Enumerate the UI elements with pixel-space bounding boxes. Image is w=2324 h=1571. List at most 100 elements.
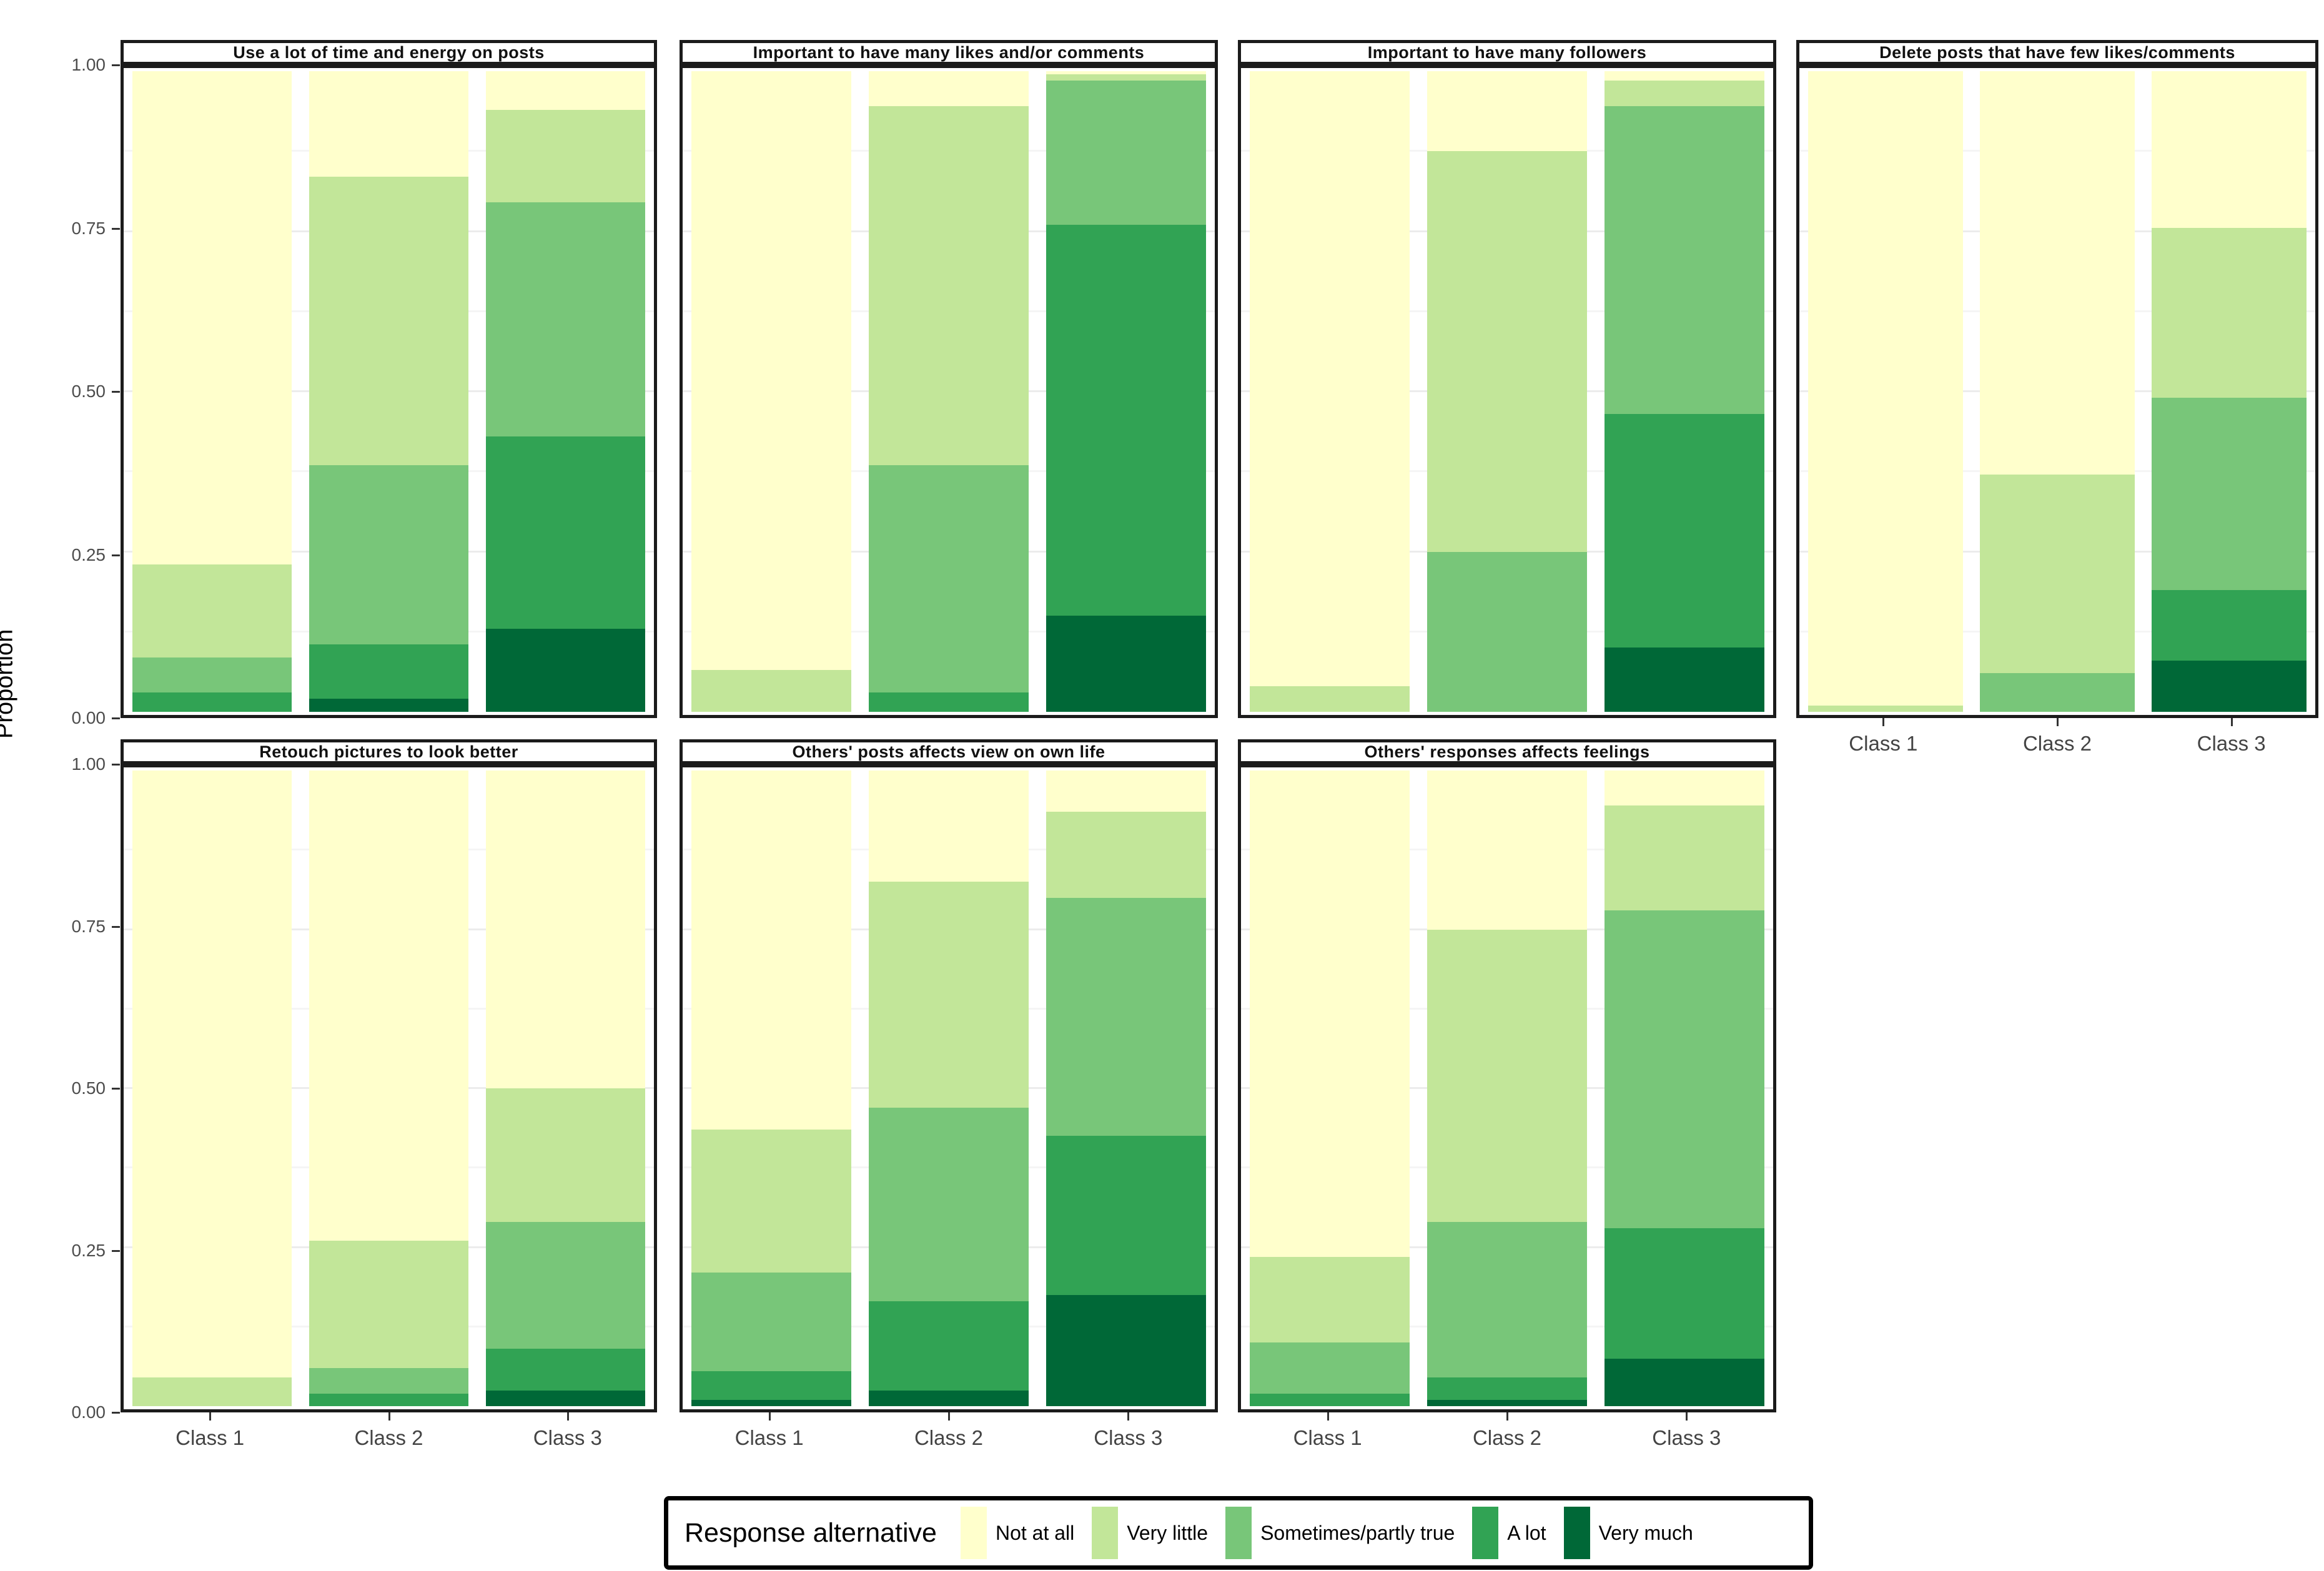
bar-segment-not-at-all [1427, 771, 1587, 930]
bar-class-2 [869, 771, 1029, 1406]
bar-segment-not-at-all [1980, 71, 2135, 475]
bar-segment-very-little [309, 1241, 468, 1368]
x-tick-mark [948, 1412, 950, 1421]
bar-segment-very-much [1605, 1358, 1764, 1406]
bar-class-2 [309, 771, 468, 1406]
bar-segment-a-lot [1427, 1377, 1587, 1400]
bar-segment-very-little [486, 1088, 645, 1222]
legend-label: Sometimes/partly true [1260, 1521, 1455, 1544]
bar-segment-very-little [1250, 686, 1410, 712]
bar-segment-very-much [486, 1390, 645, 1406]
bar-class-1 [1250, 771, 1410, 1406]
legend-label: A lot [1507, 1521, 1546, 1544]
facet-title: Important to have many followers [1367, 42, 1647, 62]
bar-segment-very-little [869, 882, 1029, 1108]
bar-segment-a-lot [869, 1301, 1029, 1391]
bar-class-1 [132, 771, 292, 1406]
x-tick-mark [2057, 718, 2059, 726]
bar-segment-not-at-all [869, 771, 1029, 882]
facet-strip: Others' posts affects view on own life [680, 739, 1218, 764]
bar-segment-very-little [132, 1377, 292, 1406]
bar-segment-not-at-all [1807, 71, 1963, 706]
legend-item-sometimes: Sometimes/partly true [1225, 1507, 1455, 1559]
bar-segment-a-lot [309, 1393, 468, 1406]
bar-segment-a-lot [869, 692, 1029, 712]
x-axis-label: Class 1 [1293, 1426, 1362, 1449]
facet-panel [1238, 65, 1776, 718]
y-axis-title: Proportion [0, 629, 18, 739]
plot-area [124, 71, 654, 712]
very-much-swatch [1563, 1507, 1590, 1559]
x-tick-mark [1506, 1412, 1508, 1421]
y-tick-mark [112, 1412, 120, 1414]
facet-panel [1796, 65, 2318, 718]
facet-title: Use a lot of time and energy on posts [233, 42, 545, 62]
y-tick-mark [112, 391, 120, 393]
bar-class-3 [1046, 71, 1206, 712]
bar-class-3 [1605, 771, 1764, 1406]
not-at-all-swatch [960, 1507, 987, 1559]
sometimes-swatch [1225, 1507, 1252, 1559]
legend-item-a-lot: A lot [1472, 1507, 1546, 1559]
y-axis-tick-label: 0.00 [71, 1402, 106, 1422]
y-tick-mark [112, 227, 120, 230]
bar-segment-a-lot [691, 1371, 851, 1400]
y-axis-tick-label: 0.50 [71, 1078, 106, 1098]
bar-segment-not-at-all [691, 771, 851, 1130]
bar-segment-very-little [691, 1130, 851, 1273]
bar-class-3 [1046, 771, 1206, 1406]
bar-class-3 [486, 771, 645, 1406]
y-axis-tick-label: 0.75 [71, 218, 106, 238]
legend: Response alternative Not at all Very lit… [664, 1496, 1813, 1570]
y-tick-mark [112, 764, 120, 766]
bar-segment-very-much [1046, 1294, 1206, 1406]
x-axis-label: Class 1 [734, 1426, 804, 1449]
bar-class-2 [309, 71, 468, 712]
bar-class-2 [1427, 71, 1587, 712]
bar-class-3 [486, 71, 645, 712]
bar-class-1 [1250, 71, 1410, 712]
bar-segment-very-little [132, 564, 292, 657]
bar-segment-sometimes [1427, 1221, 1587, 1378]
bar-segment-not-at-all [1250, 71, 1410, 686]
bar-segment-a-lot [1605, 1228, 1764, 1359]
bar-class-3 [1605, 71, 1764, 712]
bar-class-1 [132, 71, 292, 712]
bar-segment-sometimes [1046, 897, 1206, 1136]
bar-segment-sometimes [1605, 910, 1764, 1228]
bar-segment-very-much [869, 1390, 1029, 1406]
bar-segment-very-little [1605, 805, 1764, 910]
y-axis-tick-label: 0.75 [71, 916, 106, 936]
y-tick-mark [112, 64, 120, 66]
x-tick-mark [209, 1412, 212, 1421]
legend-item-not-at-all: Not at all [960, 1507, 1074, 1559]
y-tick-mark [112, 717, 120, 719]
bar-segment-very-little [309, 177, 468, 465]
bar-class-1 [1807, 71, 1963, 712]
x-tick-mark [1127, 1412, 1130, 1421]
facet-panel [121, 764, 657, 1412]
facet-strip: Use a lot of time and energy on posts [121, 40, 657, 65]
bar-segment-very-much [2152, 660, 2307, 712]
bar-segment-very-little [1427, 929, 1587, 1222]
bar-segment-sometimes [309, 1367, 468, 1394]
plot-area [1241, 71, 1773, 712]
x-axis-label: Class 1 [1849, 732, 1918, 755]
x-tick-mark [1686, 1412, 1688, 1421]
x-axis-label: Class 3 [533, 1426, 602, 1449]
bar-segment-not-at-all [486, 71, 645, 110]
x-axis-label: Class 1 [176, 1426, 245, 1449]
bar-segment-very-much [1046, 616, 1206, 712]
bar-segment-sometimes [1046, 81, 1206, 225]
bar-segment-a-lot [2152, 590, 2307, 661]
bar-segment-very-much [691, 1399, 851, 1406]
bar-segment-very-little [691, 670, 851, 712]
bar-segment-very-little [1046, 812, 1206, 898]
bar-segment-very-little [1250, 1256, 1410, 1343]
y-axis-tick-label: 0.25 [71, 544, 106, 564]
bar-segment-very-much [309, 699, 468, 712]
bar-segment-not-at-all [1605, 771, 1764, 805]
bar-segment-very-little [1605, 81, 1764, 107]
plot-area [683, 771, 1215, 1406]
